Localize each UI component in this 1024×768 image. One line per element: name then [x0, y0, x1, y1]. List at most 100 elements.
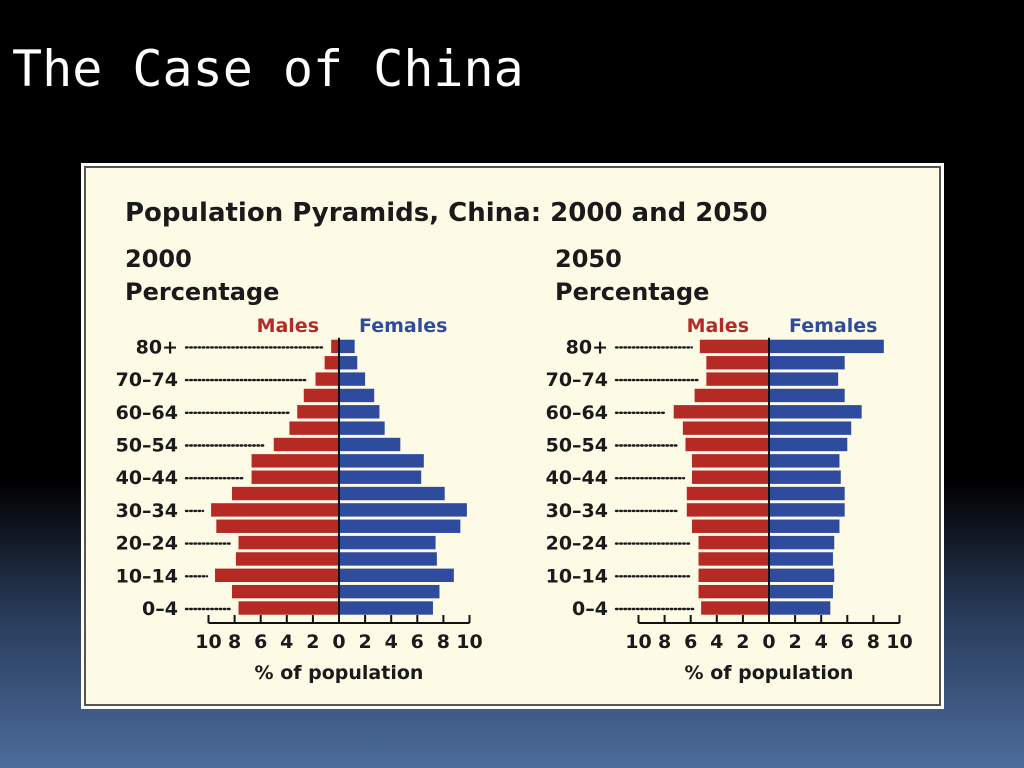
bar-females-20–24	[339, 535, 436, 550]
bar-females-80+	[769, 339, 884, 354]
panel-background	[84, 166, 941, 706]
bar-males-35–39	[686, 486, 769, 501]
x-tick-label: 6	[684, 631, 697, 653]
bar-females-80+	[339, 339, 355, 354]
x-tick-label: 4	[710, 631, 723, 653]
bar-females-45–49	[339, 454, 424, 468]
age-label-10–14: 10–14	[546, 565, 608, 587]
x-tick-label: 0	[762, 631, 775, 653]
bar-males-70–74	[706, 372, 769, 386]
bar-males-45–49	[251, 454, 339, 468]
bar-females-35–39	[339, 486, 445, 501]
age-label-0–4: 0–4	[142, 598, 178, 620]
age-label-70–74: 70–74	[116, 369, 178, 391]
pyramid-subtitle: Percentage	[555, 278, 709, 306]
x-tick-label: 2	[736, 631, 749, 653]
pyramid-year-label: 2050	[555, 245, 622, 273]
bar-females-75–79	[339, 356, 358, 370]
x-axis-label: % of population	[685, 662, 854, 684]
bar-males-0–4	[701, 601, 769, 615]
pyramid-2000: 2000 Percentage Males Females 0–4 10–14 20–24 3…	[116, 245, 483, 684]
age-label-60–64: 60–64	[116, 402, 178, 424]
x-tick-label: 6	[841, 631, 854, 653]
bar-males-55–59	[682, 421, 769, 435]
x-tick-label: 8	[228, 631, 241, 653]
bar-females-10–14	[339, 568, 454, 582]
x-tick-label: 10	[625, 631, 651, 653]
bar-females-10–14	[769, 568, 835, 582]
bar-females-60–64	[769, 405, 862, 419]
pyramid-year-label: 2000	[125, 245, 192, 273]
x-tick-label: 8	[867, 631, 880, 653]
bar-males-75–79	[324, 356, 339, 370]
bar-females-65–69	[769, 388, 845, 403]
bar-females-70–74	[769, 372, 839, 386]
age-label-30–34: 30–34	[546, 500, 608, 522]
age-label-40–44: 40–44	[546, 467, 608, 489]
legend-males: Males	[687, 315, 749, 337]
bar-males-70–74	[315, 372, 339, 386]
age-label-80+: 80+	[566, 336, 608, 358]
x-tick-label: 8	[658, 631, 671, 653]
slide-title: The Case of China	[12, 40, 524, 98]
bar-males-15–19	[235, 552, 339, 566]
bar-males-30–34	[686, 503, 769, 517]
bar-males-60–64	[673, 405, 769, 419]
age-label-80+: 80+	[136, 336, 178, 358]
bar-males-50–54	[685, 437, 769, 452]
bar-females-20–24	[769, 535, 835, 550]
bar-males-50–54	[273, 437, 339, 452]
x-tick-label: 4	[815, 631, 828, 653]
bar-males-40–44	[692, 470, 769, 484]
age-label-20–24: 20–24	[116, 533, 178, 555]
bar-males-20–24	[238, 535, 339, 550]
x-tick-label: 0	[332, 631, 345, 653]
bar-females-15–19	[339, 552, 437, 566]
bar-females-15–19	[769, 552, 833, 566]
bar-males-30–34	[211, 503, 339, 517]
legend-females: Females	[789, 315, 877, 337]
bar-females-50–54	[339, 437, 401, 452]
bar-females-45–49	[769, 454, 840, 468]
bar-males-65–69	[694, 388, 769, 403]
bar-males-75–79	[706, 356, 769, 370]
bar-females-70–74	[339, 372, 366, 386]
bar-males-65–69	[303, 388, 339, 403]
bar-males-55–59	[289, 421, 339, 435]
bar-males-5–9	[698, 584, 769, 599]
pyramid-2050: 2050 Percentage Males Females 0–4 10–14 20–24 3…	[546, 245, 913, 684]
bar-males-10–14	[215, 568, 339, 582]
bar-females-0–4	[769, 601, 831, 615]
age-label-20–24: 20–24	[546, 533, 608, 555]
bar-females-25–29	[339, 519, 461, 533]
bar-males-40–44	[251, 470, 339, 484]
age-label-60–64: 60–64	[546, 402, 608, 424]
chart-title: Population Pyramids, China: 2000 and 205…	[125, 198, 768, 228]
bar-males-45–49	[692, 454, 769, 468]
x-tick-label: 10	[886, 631, 912, 653]
bar-males-35–39	[231, 486, 339, 501]
legend-males: Males	[257, 315, 319, 337]
bar-females-0–4	[339, 601, 433, 615]
x-tick-label: 8	[437, 631, 450, 653]
bar-females-65–69	[339, 388, 375, 403]
bar-females-55–59	[769, 421, 852, 435]
bar-females-25–29	[769, 519, 840, 533]
x-tick-label: 2	[358, 631, 371, 653]
population-pyramid-figure: Population Pyramids, China: 2000 and 205…	[81, 163, 944, 709]
legend-females: Females	[359, 315, 447, 337]
bar-males-15–19	[698, 552, 769, 566]
bar-females-30–34	[339, 503, 467, 517]
bar-females-40–44	[769, 470, 841, 484]
bar-females-5–9	[339, 584, 440, 599]
bar-males-20–24	[698, 535, 769, 550]
age-label-50–54: 50–54	[116, 435, 178, 457]
x-tick-label: 2	[788, 631, 801, 653]
x-tick-label: 2	[306, 631, 319, 653]
bar-males-5–9	[231, 584, 339, 599]
bar-males-25–29	[692, 519, 769, 533]
bar-females-60–64	[339, 405, 380, 419]
bar-females-35–39	[769, 486, 845, 501]
pyramid-subtitle: Percentage	[125, 278, 279, 306]
bar-males-80+	[699, 339, 769, 354]
